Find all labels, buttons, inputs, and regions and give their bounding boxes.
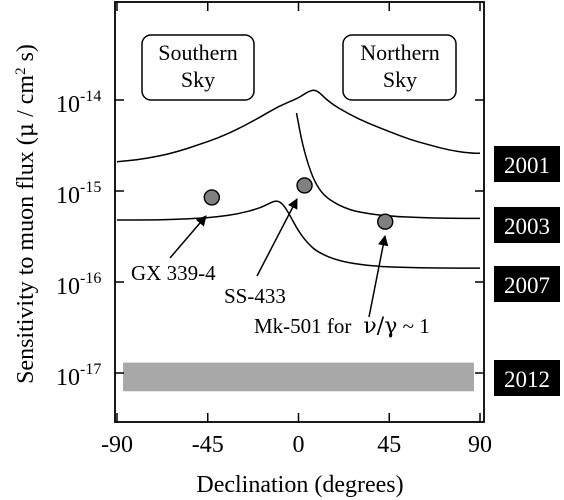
band-2012 <box>123 362 474 392</box>
year-label-2012-text: 2012 <box>504 367 550 392</box>
mk501-arrow <box>368 234 389 318</box>
y-tick-label: 10-15 <box>56 179 101 209</box>
y-tick-label-exp: -16 <box>80 270 101 287</box>
y-tick-label-exp: -15 <box>80 179 101 196</box>
year-label-2003: 2003 <box>494 207 560 243</box>
y-tick-label: 10-14 <box>56 88 101 118</box>
source-label-gx339-4: GX 339-4 <box>131 261 216 285</box>
year-label-2003-text: 2003 <box>504 214 550 239</box>
southern-sky-line-1: Southern <box>158 40 237 65</box>
x-axis-label: Declination (degrees) <box>196 472 403 498</box>
northern-sky-box: Northern Sky <box>342 34 457 101</box>
y-tick-label-base: 10 <box>56 274 80 300</box>
y-tick-label-base: 10 <box>56 365 80 391</box>
series-2001-line <box>116 89 480 163</box>
y-tick-label-base: 10 <box>56 183 80 209</box>
ss433-arrow <box>256 198 298 277</box>
year-label-2012-bg <box>494 360 560 396</box>
y-tick-label-exp: -14 <box>80 88 101 105</box>
mk501-name: Mk-501 for <box>254 314 351 338</box>
y-tick-label-exp: -17 <box>80 361 101 378</box>
source-point-gx339-4 <box>203 189 220 206</box>
southern-sky-line-2: Sky <box>181 67 215 92</box>
northern-sky-line-2: Sky <box>383 67 417 92</box>
year-label-2007-bg <box>494 266 560 302</box>
y-axis-unit-exp: 2 <box>13 67 29 75</box>
x-tick-label: -45 <box>192 432 224 458</box>
gx339-arrow <box>169 215 207 259</box>
y-axis-label-text: Sensitivity to muon flux <box>13 151 39 384</box>
x-tick-label: 90 <box>468 432 492 458</box>
source-label-ss-433: SS-433 <box>224 284 286 308</box>
y-tick-label-base: 10 <box>56 92 80 118</box>
x-tick-label: 0 <box>293 432 305 458</box>
source-point-ss-433 <box>296 177 313 194</box>
y-axis-unit-open: ( <box>13 137 39 145</box>
southern-sky-box: Southern Sky <box>141 34 255 101</box>
y-axis-label: Sensitivity to muon flux (μ / cm2 s) <box>13 44 39 384</box>
series-2007-line <box>117 200 480 269</box>
y-axis-unit-close: s) <box>13 44 39 67</box>
y-axis-unit-cm: / cm <box>13 75 39 123</box>
x-tick-label: 45 <box>377 432 401 458</box>
year-label-2001-text: 2001 <box>504 153 550 178</box>
source-point-mk-501 <box>377 213 394 230</box>
x-axis-ticks: -90 -45 0 45 90 <box>101 2 492 458</box>
y-tick-label: 10-17 <box>56 361 101 391</box>
source-label-mk-501: Mk-501 for ν/γ ~ 1 <box>254 314 430 339</box>
y-tick-label: 10-16 <box>56 270 101 300</box>
year-label-2001: 2001 <box>494 146 560 182</box>
plot-frame <box>114 1 485 423</box>
northern-sky-line-1: Northern <box>360 40 439 65</box>
year-label-2007: 2007 <box>494 266 560 302</box>
year-label-2003-bg <box>494 207 560 243</box>
x-tick-label: -90 <box>101 432 133 458</box>
y-axis-unit-mu: μ <box>14 123 39 137</box>
ratio-value: ~ 1 <box>397 314 429 338</box>
year-label-2007-text: 2007 <box>504 273 550 298</box>
northern-sky-frame <box>342 34 457 101</box>
year-label-2001-bg <box>494 146 560 182</box>
ratio-symbol: ν/γ <box>363 314 397 339</box>
year-label-2012: 2012 <box>494 360 560 396</box>
series-2003-line <box>295 112 480 220</box>
southern-sky-frame <box>141 34 255 101</box>
